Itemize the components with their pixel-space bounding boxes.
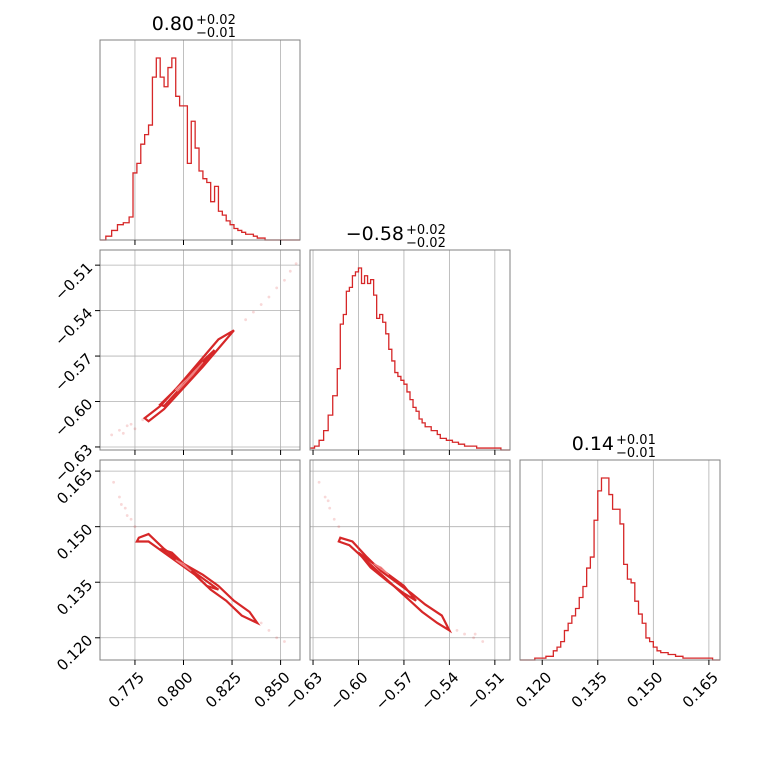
title-0-minus: −0.01 bbox=[196, 26, 236, 41]
yaxis-1-ticklabel-2: −0.57 bbox=[51, 350, 96, 395]
contour-0-sample-12 bbox=[244, 318, 248, 322]
contour-1-sample-0 bbox=[112, 480, 115, 484]
yaxis-1-ticklabel-4: −0.51 bbox=[51, 259, 96, 304]
contour-panel-0 bbox=[95, 249, 301, 455]
contour-0-sample-10 bbox=[288, 269, 292, 273]
contour-0-sample-2 bbox=[125, 424, 129, 428]
contour-2-sample-2 bbox=[328, 506, 332, 510]
yaxis-1-ticklabel-3: −0.54 bbox=[51, 304, 96, 349]
contour-1-level-0 bbox=[135, 532, 261, 626]
title-0-value: 0.80 bbox=[152, 13, 194, 35]
contour-2-sample-3 bbox=[332, 517, 336, 521]
contour-1-sample-10 bbox=[125, 514, 129, 517]
xaxis-0-ticklabel-2: 0.825 bbox=[202, 668, 245, 711]
contour-2-sample-8 bbox=[481, 640, 485, 643]
hist-0-frame bbox=[99, 39, 301, 241]
contour-1-sample-8 bbox=[283, 640, 286, 643]
contour-2-sample-6 bbox=[463, 632, 466, 636]
contour-1-sample-6 bbox=[267, 628, 271, 632]
contour-1-sample-5 bbox=[259, 621, 263, 625]
contour-panel-2 bbox=[309, 459, 511, 665]
contour-0-level-0 bbox=[142, 329, 235, 423]
xaxis-0-ticklabel-0: 0.775 bbox=[105, 668, 148, 711]
contour-1-sample-4 bbox=[133, 525, 137, 529]
contour-1-sample-7 bbox=[275, 636, 279, 640]
xaxis-1-ticklabel-2: −0.57 bbox=[372, 668, 417, 713]
contour-1-frame bbox=[99, 459, 301, 661]
xaxis-2-ticklabel-1: 0.135 bbox=[568, 668, 611, 711]
contour-0-sample-6 bbox=[259, 303, 263, 306]
contour-2-sample-4 bbox=[337, 525, 341, 529]
contour-0-sample-14 bbox=[121, 431, 125, 435]
contour-0-sample-9 bbox=[283, 278, 286, 282]
contour-0-sample-5 bbox=[251, 310, 255, 314]
title-1-value: −0.58 bbox=[346, 223, 404, 245]
hist-1-line bbox=[310, 267, 510, 451]
xaxis-2-ticklabel-3: 0.165 bbox=[679, 668, 722, 711]
contour-0-sample-4 bbox=[141, 418, 145, 422]
hist-2-line bbox=[520, 477, 720, 661]
title-0-plus: +0.02 bbox=[196, 13, 236, 28]
hist-2-frame bbox=[519, 459, 721, 661]
contour-0-sample-8 bbox=[275, 286, 279, 290]
contour-1-sample-1 bbox=[118, 495, 121, 499]
contour-1-level-2 bbox=[175, 559, 192, 572]
title-1-plus: +0.02 bbox=[406, 223, 446, 238]
xaxis-1-ticklabel-3: −0.54 bbox=[417, 668, 462, 713]
contour-2-level-2 bbox=[373, 563, 390, 576]
contour-2-frame bbox=[309, 459, 511, 661]
contour-0-sample-1 bbox=[118, 428, 121, 432]
contour-0-level-2 bbox=[174, 361, 204, 392]
yaxis-2-ticklabel-2: 0.150 bbox=[53, 520, 96, 563]
title-1-minus: −0.02 bbox=[406, 236, 446, 251]
xaxis-1-ticklabel-1: −0.60 bbox=[326, 668, 371, 713]
title-2-plus: +0.01 bbox=[616, 433, 656, 448]
xaxis-2-ticklabel-0: 0.120 bbox=[512, 668, 555, 711]
contour-2-sample-1 bbox=[323, 495, 327, 499]
contour-0-sample-3 bbox=[133, 427, 137, 431]
hist-0-line bbox=[100, 57, 300, 241]
hist-panel-2: 0.14 +0.01−0.01 bbox=[519, 433, 721, 665]
title-2-minus: −0.01 bbox=[616, 446, 656, 461]
contour-2-sample-0 bbox=[317, 480, 321, 484]
contour-2-sample-5 bbox=[455, 628, 459, 632]
contour-panel-1 bbox=[95, 459, 301, 665]
yaxis-1-ticklabel-1: −0.60 bbox=[51, 395, 96, 440]
contour-2-sample-7 bbox=[472, 636, 476, 640]
xaxis-0-ticklabel-1: 0.800 bbox=[153, 668, 196, 711]
contour-0-sample-7 bbox=[267, 295, 271, 299]
hist-1-frame bbox=[309, 249, 511, 451]
hist-panel-1: −0.58 +0.02−0.02 bbox=[309, 223, 511, 455]
hist-panel-0: 0.80 +0.02−0.01 bbox=[99, 13, 301, 245]
contour-0-sample-11 bbox=[294, 262, 298, 266]
contour-0-frame bbox=[99, 249, 301, 451]
yaxis-2-ticklabel-0: 0.120 bbox=[53, 631, 96, 674]
contour-1-sample-3 bbox=[129, 517, 133, 521]
contour-1-sample-9 bbox=[119, 503, 123, 506]
contour-0-sample-13 bbox=[129, 422, 133, 426]
yaxis-2-ticklabel-1: 0.135 bbox=[53, 576, 96, 619]
title-2-value: 0.14 bbox=[572, 433, 614, 455]
contour-2-level-0 bbox=[337, 536, 453, 634]
xaxis-1-ticklabel-4: −0.51 bbox=[463, 668, 508, 713]
contour-1-sample-2 bbox=[123, 506, 127, 510]
xaxis-2-ticklabel-2: 0.150 bbox=[623, 668, 666, 711]
contour-2-sample-9 bbox=[473, 632, 477, 636]
contour-2-sample-10 bbox=[326, 499, 330, 503]
contour-0-sample-0 bbox=[110, 433, 114, 437]
